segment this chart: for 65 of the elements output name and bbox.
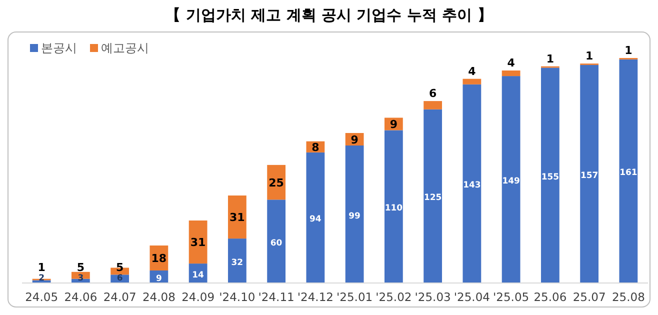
data-label: 31 xyxy=(230,211,245,224)
chart-title: 【 기업가치 제고 계획 공시 기업수 누적 추이 】 xyxy=(166,6,492,24)
data-label: 94 xyxy=(310,214,322,225)
x-tick-label: 25.08 xyxy=(612,290,645,304)
bar xyxy=(580,64,599,283)
bar xyxy=(188,220,208,264)
data-label: 6 xyxy=(428,87,437,100)
x-tick-label: '24.10 xyxy=(219,290,256,304)
data-label: 32 xyxy=(231,258,244,268)
data-label: 14 xyxy=(192,270,204,280)
data-label: 157 xyxy=(580,170,598,181)
data-label: 9 xyxy=(350,133,358,146)
data-label: 8 xyxy=(312,140,320,154)
data-label: 25 xyxy=(268,176,284,190)
bar xyxy=(462,78,482,84)
data-label: 4 xyxy=(507,56,516,70)
data-label: 99 xyxy=(348,211,361,222)
data-label: 4 xyxy=(468,64,476,78)
x-tick-label: 24.07 xyxy=(103,290,136,304)
bar xyxy=(502,76,520,283)
data-label: 9 xyxy=(390,118,398,131)
data-label: 60 xyxy=(270,238,282,248)
data-label: 1 xyxy=(585,50,594,63)
data-label: 143 xyxy=(463,180,481,191)
x-tick-label: 24.09 xyxy=(182,290,215,304)
data-label: 9 xyxy=(156,274,162,284)
data-label: 1 xyxy=(624,44,632,57)
data-label: 125 xyxy=(424,193,442,204)
x-tick-label: '25.03 xyxy=(414,290,451,304)
x-tick-label: 25.06 xyxy=(534,290,567,304)
data-label: 6 xyxy=(116,274,123,284)
x-tick-label: 24.08 xyxy=(142,290,176,304)
x-tick-label: '25.05 xyxy=(493,290,530,304)
data-label: 1 xyxy=(38,261,46,274)
x-tick-label: '25.01 xyxy=(336,290,373,304)
legend-label: 예고공시 xyxy=(101,41,149,55)
data-label: 161 xyxy=(620,168,638,178)
bar xyxy=(462,84,482,283)
bar xyxy=(502,70,520,76)
bar xyxy=(267,200,286,283)
bar xyxy=(345,146,364,283)
bar xyxy=(228,238,246,283)
data-label: 31 xyxy=(190,236,206,250)
bar xyxy=(306,152,325,283)
data-label: 5 xyxy=(76,261,85,274)
bar xyxy=(424,109,442,283)
x-tick-label: 24.06 xyxy=(64,290,98,304)
x-tick-label: 24.05 xyxy=(25,290,58,304)
x-tick-label: '25.04 xyxy=(454,290,490,304)
bar xyxy=(384,130,403,283)
data-label: 18 xyxy=(151,252,167,265)
data-label: 110 xyxy=(384,204,403,214)
bar xyxy=(540,68,560,283)
x-tick-label: '25.02 xyxy=(376,290,412,304)
bar xyxy=(424,101,442,110)
data-label: 149 xyxy=(502,176,520,187)
x-tick-label: '24.12 xyxy=(297,290,334,304)
x-tick-label: '24.11 xyxy=(258,290,294,304)
bar xyxy=(228,196,246,239)
legend-label: 본공시 xyxy=(41,41,77,55)
data-label: 155 xyxy=(541,172,560,182)
x-tick-label: 25.07 xyxy=(572,290,606,304)
data-label: 5 xyxy=(116,261,124,274)
bar xyxy=(619,59,638,283)
data-label: 1 xyxy=(546,52,554,66)
